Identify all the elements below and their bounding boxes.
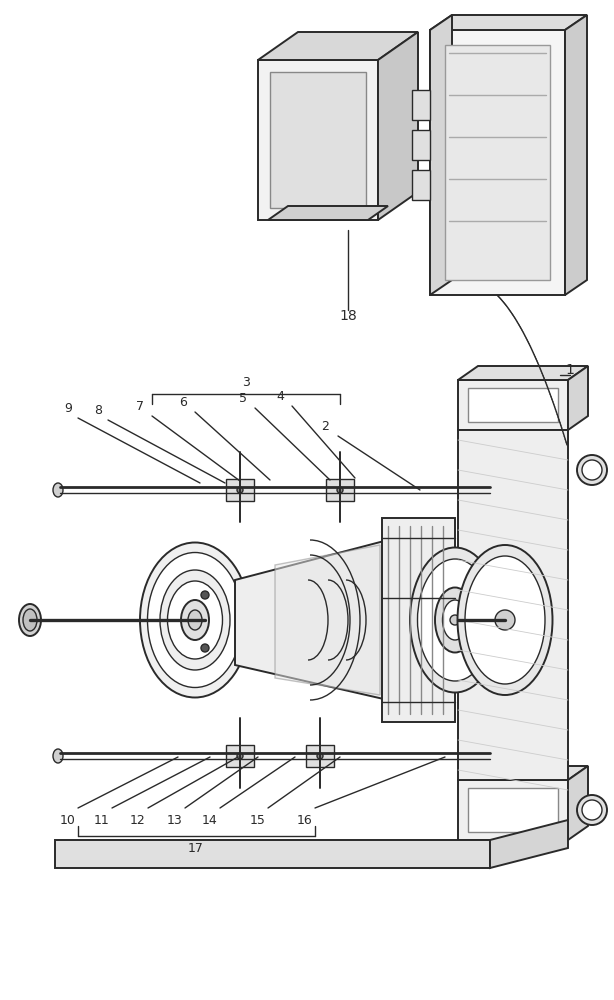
Polygon shape — [468, 388, 558, 422]
Text: 8: 8 — [94, 403, 102, 416]
Polygon shape — [458, 780, 568, 840]
Ellipse shape — [181, 600, 209, 640]
Ellipse shape — [201, 644, 209, 652]
Text: 16: 16 — [297, 814, 313, 826]
Ellipse shape — [582, 800, 602, 820]
Text: 15: 15 — [250, 814, 266, 826]
Text: 6: 6 — [179, 395, 187, 408]
Polygon shape — [235, 540, 388, 700]
Ellipse shape — [160, 570, 230, 670]
Polygon shape — [412, 170, 430, 200]
Ellipse shape — [582, 460, 602, 480]
Polygon shape — [458, 380, 568, 430]
Ellipse shape — [465, 556, 545, 684]
Polygon shape — [226, 479, 254, 501]
Ellipse shape — [450, 615, 460, 625]
Ellipse shape — [140, 542, 250, 698]
Ellipse shape — [147, 552, 243, 688]
Polygon shape — [306, 745, 334, 767]
Ellipse shape — [201, 591, 209, 599]
Polygon shape — [430, 15, 452, 295]
Text: 17: 17 — [188, 842, 204, 854]
Polygon shape — [568, 766, 588, 840]
Ellipse shape — [53, 483, 63, 497]
Text: 2: 2 — [321, 420, 329, 432]
Text: 13: 13 — [167, 814, 183, 826]
Polygon shape — [55, 840, 490, 868]
Text: 9: 9 — [64, 401, 72, 414]
Ellipse shape — [495, 610, 515, 630]
Polygon shape — [270, 72, 366, 208]
Ellipse shape — [457, 545, 553, 695]
Ellipse shape — [168, 581, 222, 659]
Polygon shape — [458, 366, 588, 380]
Polygon shape — [226, 745, 254, 767]
Ellipse shape — [418, 559, 492, 681]
Polygon shape — [412, 130, 430, 160]
Polygon shape — [268, 206, 388, 220]
Ellipse shape — [435, 587, 475, 652]
Ellipse shape — [19, 604, 41, 636]
Polygon shape — [258, 60, 378, 220]
Text: 1: 1 — [565, 363, 575, 377]
Ellipse shape — [237, 487, 243, 493]
Text: 12: 12 — [130, 814, 146, 826]
Text: 5: 5 — [239, 391, 247, 404]
Ellipse shape — [410, 548, 500, 692]
Ellipse shape — [443, 600, 467, 640]
Polygon shape — [258, 32, 418, 60]
Polygon shape — [326, 479, 354, 501]
Polygon shape — [382, 518, 455, 722]
Ellipse shape — [237, 753, 243, 759]
Ellipse shape — [317, 753, 323, 759]
Text: 11: 11 — [94, 814, 110, 826]
Polygon shape — [275, 545, 380, 695]
Ellipse shape — [188, 610, 202, 630]
Text: 3: 3 — [242, 375, 250, 388]
Polygon shape — [445, 45, 550, 280]
Text: 14: 14 — [202, 814, 218, 826]
Polygon shape — [458, 430, 568, 780]
Text: 10: 10 — [60, 814, 76, 826]
Text: 4: 4 — [276, 389, 284, 402]
Polygon shape — [430, 15, 587, 30]
Polygon shape — [468, 788, 558, 832]
Polygon shape — [430, 30, 565, 295]
Ellipse shape — [577, 455, 607, 485]
Ellipse shape — [23, 609, 37, 631]
Ellipse shape — [53, 749, 63, 763]
Polygon shape — [568, 366, 588, 430]
Polygon shape — [378, 32, 418, 220]
Ellipse shape — [337, 487, 343, 493]
Polygon shape — [565, 15, 587, 295]
Text: 18: 18 — [339, 309, 357, 323]
Polygon shape — [490, 820, 568, 868]
Polygon shape — [458, 766, 588, 780]
Text: 7: 7 — [136, 399, 144, 412]
Ellipse shape — [577, 795, 607, 825]
Polygon shape — [412, 90, 430, 120]
